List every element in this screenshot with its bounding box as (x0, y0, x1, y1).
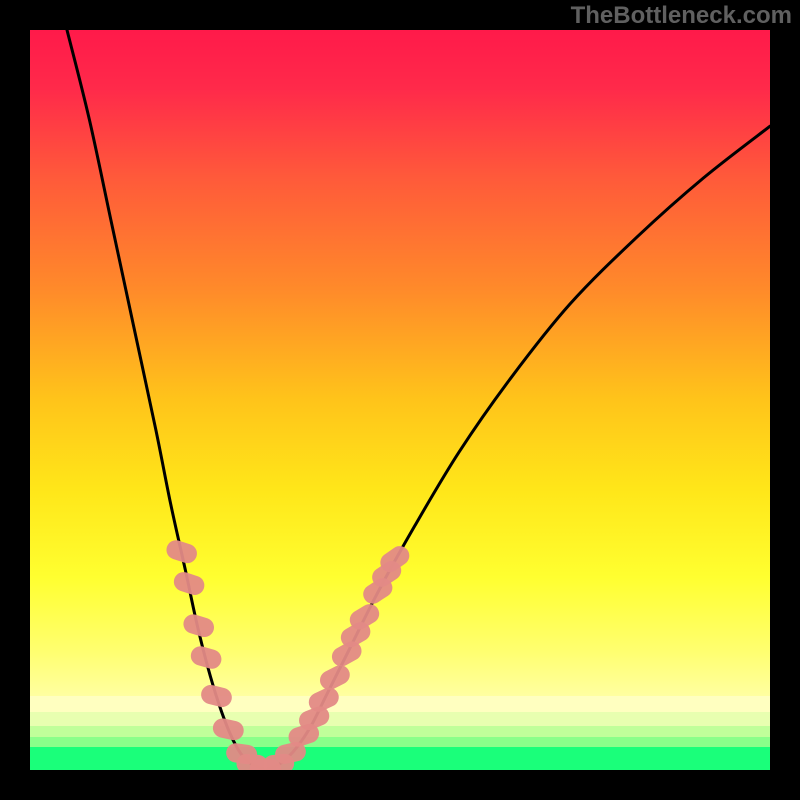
chart-svg (30, 30, 770, 770)
frame-border (770, 0, 800, 800)
curve-marker (181, 612, 216, 639)
bottleneck-curve (67, 30, 770, 769)
curve-marker (211, 717, 245, 742)
curve-marker (317, 662, 353, 693)
marker-group (164, 538, 413, 770)
curve-marker (164, 538, 200, 566)
curve-marker (189, 644, 224, 671)
curve-marker (171, 570, 207, 598)
curve-marker (199, 683, 234, 709)
figure-canvas: TheBottleneck.com (0, 0, 800, 800)
frame-border (0, 770, 800, 800)
frame-border (0, 0, 30, 800)
watermark-text: TheBottleneck.com (571, 2, 792, 30)
